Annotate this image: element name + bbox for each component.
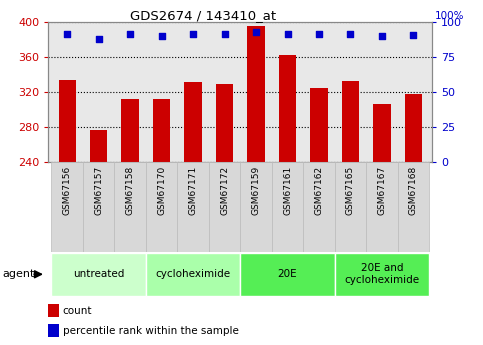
Bar	[405, 94, 422, 162]
Text: GSM67171: GSM67171	[188, 166, 198, 215]
Bar	[310, 88, 327, 162]
Point	[410, 32, 417, 38]
Point	[378, 33, 386, 39]
Text: percentile rank within the sample: percentile rank within the sample	[63, 326, 239, 336]
Bar	[342, 81, 359, 162]
Point	[63, 31, 71, 36]
Bar	[398, 162, 429, 252]
Bar	[335, 162, 366, 252]
Text: GSM67170: GSM67170	[157, 166, 166, 215]
Point	[315, 31, 323, 36]
Bar	[52, 162, 83, 252]
Text: GDS2674 / 143410_at: GDS2674 / 143410_at	[130, 9, 276, 22]
Bar	[122, 99, 139, 162]
Bar	[241, 253, 335, 296]
Bar	[58, 80, 76, 162]
Text: GSM67162: GSM67162	[314, 166, 324, 215]
Bar	[272, 162, 303, 252]
Text: GSM67168: GSM67168	[409, 166, 418, 215]
Bar	[373, 104, 391, 162]
Point	[158, 33, 166, 39]
Text: GSM67156: GSM67156	[63, 166, 71, 215]
Text: count: count	[63, 306, 92, 315]
Bar	[177, 162, 209, 252]
Text: GSM67158: GSM67158	[126, 166, 135, 215]
Bar	[366, 162, 398, 252]
Point	[347, 31, 355, 36]
Bar	[247, 26, 265, 162]
Bar	[90, 130, 107, 162]
Bar	[209, 162, 241, 252]
Text: GSM67157: GSM67157	[94, 166, 103, 215]
Point	[252, 29, 260, 35]
Bar	[52, 253, 146, 296]
Point	[221, 31, 228, 36]
Text: 20E: 20E	[278, 269, 298, 279]
Point	[284, 31, 291, 36]
Text: 100%: 100%	[435, 11, 465, 21]
Bar	[83, 162, 114, 252]
Text: 20E and
cycloheximide: 20E and cycloheximide	[344, 264, 420, 285]
Point	[126, 31, 134, 36]
Text: GSM67159: GSM67159	[252, 166, 260, 215]
Text: untreated: untreated	[73, 269, 124, 279]
Bar	[303, 162, 335, 252]
Bar	[153, 99, 170, 162]
Bar	[279, 55, 296, 162]
Text: cycloheximide: cycloheximide	[156, 269, 231, 279]
Bar	[185, 82, 202, 162]
Text: GSM67161: GSM67161	[283, 166, 292, 215]
Point	[95, 37, 102, 42]
Text: GSM67165: GSM67165	[346, 166, 355, 215]
Bar	[335, 253, 429, 296]
Bar	[114, 162, 146, 252]
Bar	[241, 162, 272, 252]
Text: GSM67167: GSM67167	[377, 166, 386, 215]
Bar	[216, 83, 233, 162]
Point	[189, 31, 197, 36]
Text: agent: agent	[2, 269, 35, 279]
Bar	[146, 162, 177, 252]
Bar	[146, 253, 241, 296]
Text: GSM67172: GSM67172	[220, 166, 229, 215]
